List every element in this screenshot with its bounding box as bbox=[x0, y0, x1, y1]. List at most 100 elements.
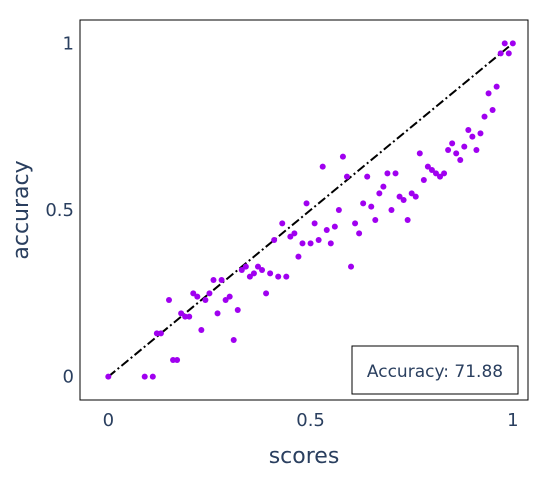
data-point[interactable] bbox=[299, 240, 306, 247]
y-tick-label: 1 bbox=[63, 33, 74, 54]
data-point[interactable] bbox=[210, 277, 217, 283]
data-point[interactable] bbox=[424, 163, 431, 170]
data-point[interactable] bbox=[453, 150, 460, 157]
data-point[interactable] bbox=[307, 240, 314, 247]
data-point[interactable] bbox=[461, 143, 468, 150]
data-point[interactable] bbox=[352, 220, 359, 227]
data-point[interactable] bbox=[493, 83, 500, 90]
data-point[interactable] bbox=[509, 40, 516, 47]
points-layer bbox=[105, 40, 516, 380]
data-point[interactable] bbox=[238, 267, 245, 273]
x-axis-label: scores bbox=[269, 444, 340, 469]
data-point[interactable] bbox=[364, 173, 371, 180]
data-point[interactable] bbox=[295, 253, 302, 260]
data-point[interactable] bbox=[275, 273, 282, 280]
data-point[interactable] bbox=[392, 170, 399, 177]
y-axis-label: accuracy bbox=[9, 160, 34, 259]
data-point[interactable] bbox=[149, 373, 156, 380]
data-point[interactable] bbox=[141, 373, 148, 380]
data-point[interactable] bbox=[432, 170, 439, 177]
data-point[interactable] bbox=[384, 170, 391, 177]
data-point[interactable] bbox=[174, 357, 181, 363]
data-point[interactable] bbox=[412, 193, 419, 200]
data-point[interactable] bbox=[400, 197, 407, 203]
data-point[interactable] bbox=[323, 227, 330, 233]
data-point[interactable] bbox=[497, 50, 504, 57]
data-point[interactable] bbox=[469, 133, 476, 140]
data-point[interactable] bbox=[445, 147, 452, 153]
data-point[interactable] bbox=[303, 200, 310, 207]
data-point[interactable] bbox=[368, 203, 375, 210]
data-point[interactable] bbox=[343, 173, 350, 180]
data-point[interactable] bbox=[230, 337, 237, 343]
data-point[interactable] bbox=[441, 170, 448, 177]
data-point[interactable] bbox=[250, 270, 257, 277]
data-point[interactable] bbox=[226, 293, 233, 300]
data-point[interactable] bbox=[331, 223, 338, 230]
data-point[interactable] bbox=[194, 293, 201, 300]
data-point[interactable] bbox=[214, 310, 221, 317]
data-point[interactable] bbox=[263, 290, 270, 297]
data-point[interactable] bbox=[465, 127, 472, 133]
data-point[interactable] bbox=[505, 50, 512, 57]
data-point[interactable] bbox=[222, 297, 229, 303]
data-point[interactable] bbox=[380, 183, 387, 190]
data-point[interactable] bbox=[416, 150, 423, 157]
data-point[interactable] bbox=[267, 270, 274, 277]
data-point[interactable] bbox=[327, 240, 334, 247]
data-point[interactable] bbox=[246, 273, 253, 280]
x-tick-label: 1 bbox=[507, 410, 518, 431]
data-point[interactable] bbox=[489, 107, 496, 113]
data-point[interactable] bbox=[376, 190, 383, 197]
data-point[interactable] bbox=[372, 217, 379, 223]
data-point[interactable] bbox=[202, 297, 209, 303]
data-point[interactable] bbox=[449, 140, 456, 147]
data-point[interactable] bbox=[157, 330, 164, 337]
data-point[interactable] bbox=[190, 290, 197, 297]
data-point[interactable] bbox=[198, 327, 205, 333]
data-point[interactable] bbox=[388, 207, 395, 213]
data-point[interactable] bbox=[206, 290, 213, 297]
data-point[interactable] bbox=[315, 237, 322, 243]
data-point[interactable] bbox=[165, 297, 172, 303]
data-point[interactable] bbox=[335, 207, 342, 213]
data-point[interactable] bbox=[178, 310, 185, 317]
y-tick-label: 0 bbox=[63, 367, 74, 388]
data-point[interactable] bbox=[319, 163, 326, 170]
data-point[interactable] bbox=[271, 237, 278, 243]
data-point[interactable] bbox=[105, 373, 112, 380]
data-point[interactable] bbox=[404, 217, 411, 223]
ticks-layer: 0 0.5 1 0 0.5 1 bbox=[45, 33, 518, 431]
data-point[interactable] bbox=[356, 230, 363, 237]
data-point[interactable] bbox=[360, 200, 367, 207]
data-point[interactable] bbox=[420, 177, 427, 183]
data-point[interactable] bbox=[287, 233, 294, 240]
data-point[interactable] bbox=[283, 273, 290, 280]
data-point[interactable] bbox=[339, 153, 346, 160]
data-point[interactable] bbox=[477, 130, 484, 137]
data-point[interactable] bbox=[408, 190, 415, 197]
x-tick-label: 0.5 bbox=[296, 410, 325, 431]
data-point[interactable] bbox=[437, 173, 444, 180]
data-point[interactable] bbox=[242, 263, 249, 270]
data-point[interactable] bbox=[186, 313, 193, 320]
data-point[interactable] bbox=[218, 277, 225, 283]
data-point[interactable] bbox=[259, 267, 266, 273]
data-point[interactable] bbox=[396, 193, 403, 200]
data-point[interactable] bbox=[501, 40, 508, 47]
y-tick-label: 0.5 bbox=[45, 200, 74, 221]
data-point[interactable] bbox=[279, 220, 286, 227]
accuracy-annotation: Accuracy: 71.88 bbox=[367, 362, 503, 382]
data-point[interactable] bbox=[473, 147, 480, 153]
data-point[interactable] bbox=[234, 307, 241, 313]
data-point[interactable] bbox=[254, 263, 261, 270]
data-point[interactable] bbox=[428, 167, 435, 173]
data-point[interactable] bbox=[457, 157, 464, 163]
data-point[interactable] bbox=[311, 220, 318, 227]
data-point[interactable] bbox=[485, 90, 492, 97]
data-point[interactable] bbox=[291, 230, 298, 237]
data-point[interactable] bbox=[481, 113, 488, 120]
data-point[interactable] bbox=[348, 263, 355, 270]
